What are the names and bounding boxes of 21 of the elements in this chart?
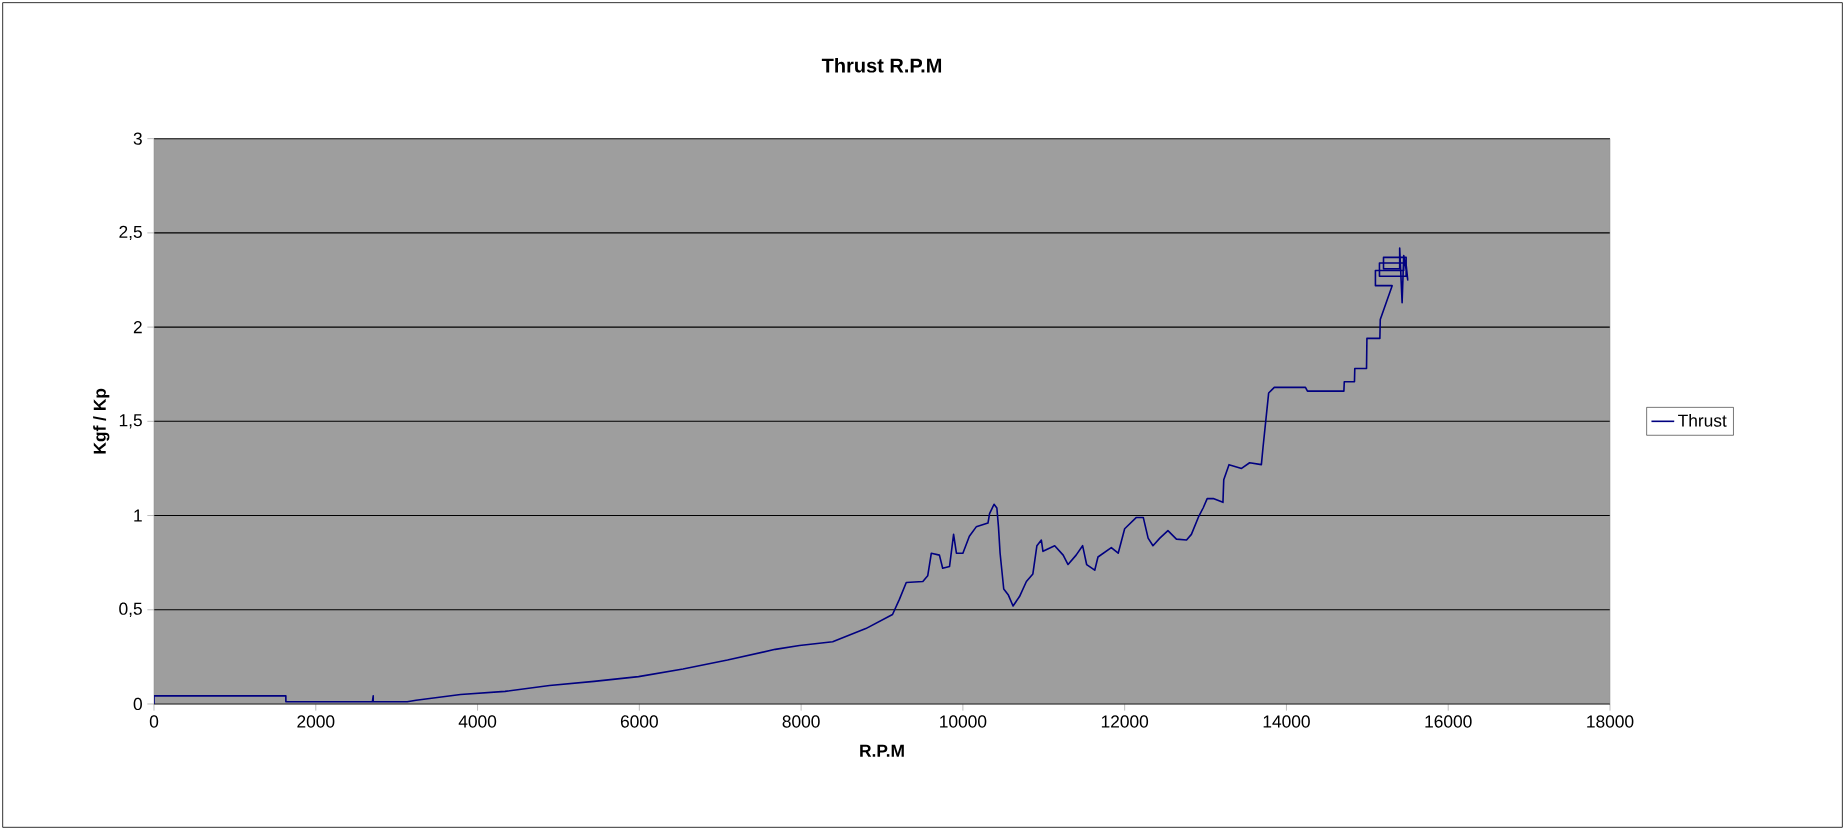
x-tick-label: 12000	[1101, 715, 1149, 728]
x-tick-label: 8000	[782, 715, 820, 728]
x-tick-label: 14000	[1263, 715, 1310, 728]
x-tick-label: 18000	[1587, 715, 1634, 728]
x-tick-label: 10000	[940, 715, 987, 728]
x-tick-label: 16000	[1425, 715, 1472, 728]
x-tick-label: 6000	[620, 715, 658, 728]
x-tick-label: 2000	[297, 715, 335, 728]
y-tick-label: 2,5	[119, 225, 142, 241]
y-tick-label: 1	[134, 509, 142, 522]
y-axis-title: Kgf / Kp	[93, 388, 110, 454]
x-tick-label: 4000	[458, 715, 497, 728]
y-tick-label: 3	[133, 132, 142, 145]
legend-label: Thrust	[1678, 414, 1727, 427]
y-tick-label: 1,5	[119, 414, 142, 429]
y-tick-label: 0,5	[119, 602, 142, 617]
x-axis-title: R.P.M	[860, 744, 904, 757]
chart-title: Thrust R.P.M	[821, 57, 942, 73]
x-tick-label: 0	[149, 715, 159, 728]
y-tick-label: 2	[133, 321, 142, 334]
y-tick-label: 0	[133, 697, 142, 711]
